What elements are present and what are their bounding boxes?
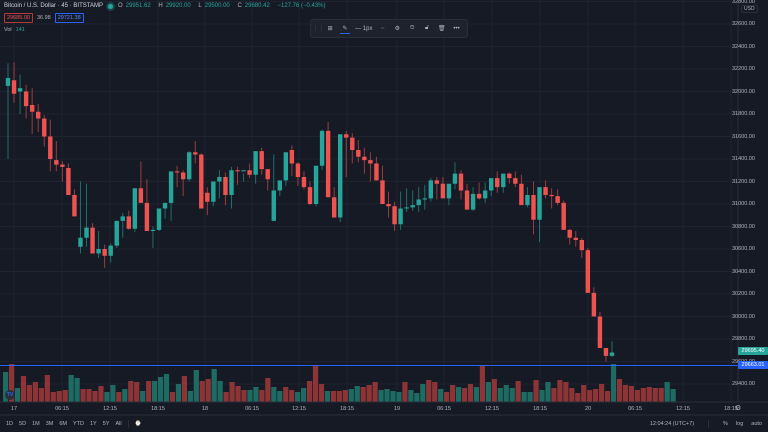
time-tick: 19	[393, 406, 401, 412]
time-tick: 18:15	[533, 406, 547, 412]
range-all-button[interactable]: All	[115, 421, 122, 427]
candlesticks	[5, 62, 615, 362]
price-tick: 31600.00	[732, 133, 755, 140]
tradingview-logo[interactable]: TV	[5, 390, 15, 400]
spread-value: 36.98	[36, 15, 51, 21]
time-tick: 18	[201, 406, 209, 412]
range-buttons: 1D 5D 1M 3M 6M YTD 1Y 5Y All	[0, 421, 122, 427]
time-tick: 12:15	[292, 406, 306, 412]
trash-icon[interactable]: 🗑︎	[437, 26, 446, 32]
more-icon[interactable]: •••	[453, 25, 460, 32]
time-tick: 06:15	[628, 406, 642, 412]
line-style-icon[interactable]: — 1px	[355, 25, 373, 32]
range-1y-button[interactable]: 1Y	[89, 421, 97, 427]
date-range-icon[interactable]: ⌚	[134, 421, 142, 427]
object-tree-icon[interactable]: ⊞	[327, 26, 333, 32]
range-5d-button[interactable]: 5D	[19, 421, 27, 427]
price-tick: 31400.00	[732, 156, 755, 162]
drawing-toolbar: ⋮⋮ ⊞ ✎ — 1px ┈ ⚙ ⏲ 🔓︎ 🗑︎ •••	[310, 19, 468, 38]
price-tick: 32400.00	[732, 43, 755, 50]
price-tick: 30000.00	[732, 313, 755, 320]
price-change: −127.76 (−0.43%)	[277, 3, 326, 9]
time-tick: 20	[584, 406, 592, 412]
time-tick: 12:15	[676, 406, 690, 412]
alert-clock-icon[interactable]: ⏲	[409, 25, 415, 31]
price-tick: 31200.00	[732, 178, 755, 185]
market-open-status-icon	[107, 3, 113, 9]
buy-sell-panel: 29685.00 36.98 29721.38	[4, 13, 84, 23]
time-tick: 06:15	[245, 406, 259, 412]
price-tick: 32000.00	[732, 88, 755, 95]
current-price-badge: 29695.40	[738, 347, 768, 355]
time-tick: 06:15	[437, 406, 451, 412]
range-3m-button[interactable]: 3M	[45, 421, 54, 427]
price-tick: 30200.00	[732, 291, 755, 297]
lock-icon[interactable]: 🔓︎	[425, 25, 429, 31]
price-tick: 30400.00	[732, 268, 755, 275]
chart-grid	[0, 0, 738, 402]
time-tick: 12:15	[485, 406, 499, 412]
settings-icon[interactable]: ⚙	[394, 26, 401, 32]
line-dash-icon[interactable]: ┈	[380, 26, 385, 32]
time-tick: 12:15	[103, 406, 117, 412]
price-tick: 30800.00	[732, 223, 755, 230]
range-ytd-button[interactable]: YTD	[72, 421, 84, 427]
symbol-title[interactable]: Bitcoin / U.S. Dollar · 45 · BITSTAMP	[4, 3, 103, 9]
price-tick: 29800.00	[732, 336, 755, 342]
range-1d-button[interactable]: 1D	[6, 421, 14, 427]
time-tick: 18:15	[340, 406, 354, 412]
ohlc-values: O 29951.62 H 29920.00 L 29500.00 C 29680.42 …	[117, 3, 326, 9]
sell-button[interactable]: 29685.00	[4, 13, 33, 23]
range-5y-button[interactable]: 5Y	[102, 421, 110, 427]
divider	[708, 420, 710, 428]
price-tick: 30600.00	[732, 246, 755, 252]
time-tick: 18:15	[724, 406, 738, 412]
range-1m-button[interactable]: 1M	[32, 421, 40, 427]
bottom-toolbar: 1D 5D 1M 3M 6M YTD 1Y 5Y All ⌚ 12:04:24 (UTC+7) …	[0, 416, 768, 432]
crosshair-price-badge: 29663.01	[738, 361, 768, 369]
range-6m-button[interactable]: 6M	[59, 421, 67, 427]
time-tick: 18:15	[151, 406, 165, 412]
buy-button[interactable]: 29721.38	[54, 13, 84, 23]
chart-settings-icon[interactable]: ⚙	[735, 405, 742, 412]
divider	[127, 420, 129, 428]
drag-handle-icon[interactable]: ⋮⋮	[312, 26, 325, 32]
percent-toggle[interactable]: %	[723, 421, 728, 427]
price-tick: 31000.00	[732, 201, 755, 207]
price-tick: 32200.00	[732, 66, 755, 72]
auto-toggle[interactable]: auto	[751, 421, 762, 427]
price-tick: 32600.00	[732, 21, 755, 27]
clock[interactable]: 12:04:24 (UTC+7)	[649, 421, 695, 427]
time-tick: 06:15	[55, 406, 69, 412]
currency-selector[interactable]: USD	[741, 5, 758, 13]
price-tick: 31800.00	[732, 111, 755, 117]
volume-legend: Vol 141	[4, 27, 25, 33]
price-tick: 29400.00	[732, 381, 755, 387]
price-tick: 32800.00	[732, 0, 755, 5]
log-toggle[interactable]: log	[735, 421, 744, 427]
volume-bars	[3, 364, 676, 402]
time-tick: 17	[10, 406, 18, 412]
pencil-icon[interactable]: ✎	[339, 23, 350, 34]
